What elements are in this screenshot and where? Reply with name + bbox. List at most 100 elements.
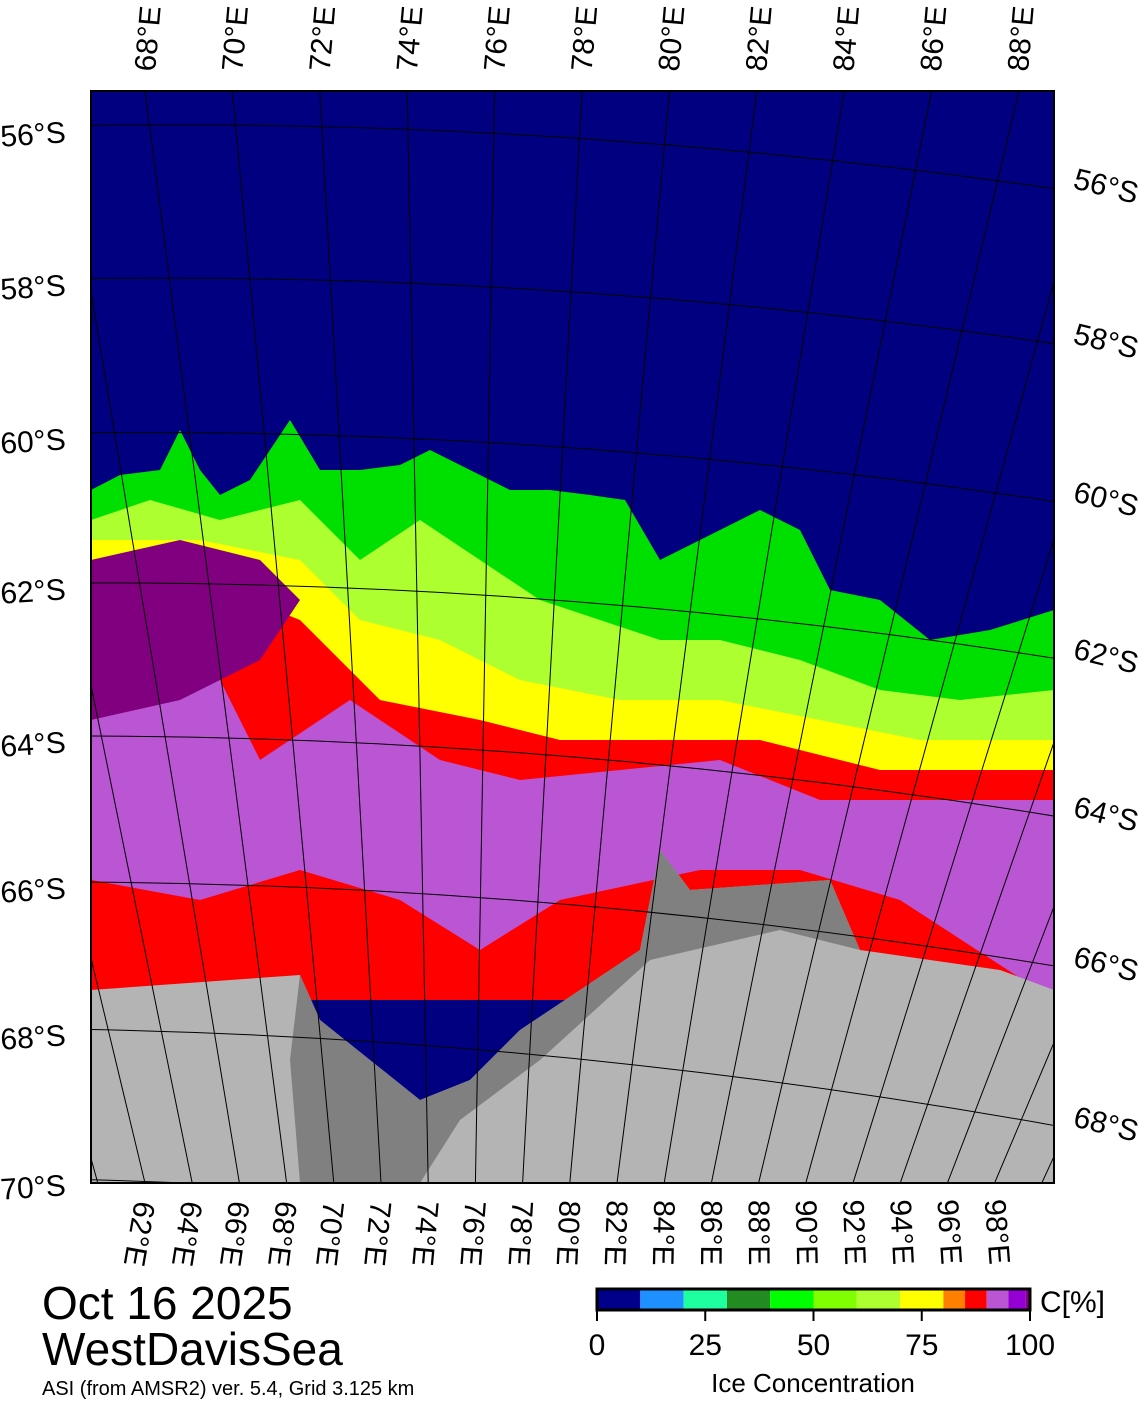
longitude-line: [710, 91, 933, 1183]
graticule: [0, 91, 1144, 1183]
top-longitude-label: 86°E: [915, 5, 954, 73]
left-latitude-label: 60°S: [0, 423, 67, 460]
bottom-longitude-label: 78°E: [502, 1200, 539, 1267]
longitude-line: [231, 91, 335, 1183]
colorbar-tick-label: 50: [797, 1329, 830, 1362]
longitude-line: [91, 1156, 99, 1183]
sea-ice-map: 68°E 70°E 72°E 74°E 76°E 78°E 80°E 82°E 84°E 86°E…: [0, 5, 1144, 1269]
longitude-line: [91, 288, 240, 1183]
left-latitude-label: 68°S: [0, 1019, 67, 1056]
latitude-line: [91, 277, 1054, 345]
colorbar-bin: [683, 1289, 727, 1310]
left-latitude-label: 64°S: [0, 726, 67, 763]
longitude-line: [522, 91, 583, 1183]
bottom-longitude-label: 72°E: [357, 1199, 397, 1267]
right-latitude-label: 66°S: [1070, 941, 1141, 989]
longitude-line: [1136, 91, 1144, 1183]
bottom-longitude-label: 96°E: [930, 1198, 967, 1265]
bottom-longitude-label: 90°E: [789, 1199, 823, 1265]
colorbar-bin: [856, 1289, 901, 1310]
bottom-longitude-label: 76°E: [453, 1199, 491, 1267]
bottom-longitude-label: 88°E: [742, 1200, 775, 1266]
right-latitude-label: 64°S: [1070, 791, 1141, 839]
top-longitude-label: 70°E: [216, 5, 255, 73]
colorbar-tick-label: 100: [1005, 1329, 1055, 1362]
longitude-line: [0, 91, 3, 1183]
right-latitude-label: 56°S: [1070, 163, 1141, 211]
latitude-line: [91, 431, 1054, 502]
colorbar-bin: [965, 1289, 987, 1310]
colorbar-bin: [726, 1289, 771, 1310]
latitude-line: [91, 881, 1054, 967]
colorbar-bin: [597, 1289, 641, 1310]
longitude-line: [319, 91, 382, 1183]
left-latitude-label: 70°S: [0, 1169, 67, 1206]
longitude-line: [758, 91, 1020, 1183]
longitude-line: [805, 279, 1054, 1183]
colorbar-bin: [770, 1289, 814, 1310]
top-longitude-label: 84°E: [827, 5, 866, 73]
longitude-line: [91, 682, 193, 1183]
colorbar-bin: [813, 1289, 857, 1310]
longitude-line: [663, 91, 845, 1183]
top-longitude-label: 78°E: [566, 5, 605, 73]
product-subtitle: ASI (from AMSR2) ver. 5.4, Grid 3.125 km: [42, 1378, 415, 1400]
bottom-longitude-label: 64°E: [165, 1199, 208, 1269]
latitude-line: [91, 1029, 1054, 1126]
longitude-line: [0, 91, 51, 1183]
top-longitude-label: 88°E: [1002, 5, 1041, 73]
longitude-line: [616, 91, 758, 1183]
top-longitude-label: 80°E: [653, 5, 692, 73]
colorbar-bin: [640, 1289, 684, 1310]
colorbar-bin: [1025, 1289, 1030, 1310]
colorbar-unit: C[%]: [1040, 1286, 1105, 1319]
longitude-line: [852, 537, 1054, 1183]
top-longitude-label: 72°E: [304, 5, 343, 73]
colorbar-bin: [986, 1289, 1009, 1310]
top-longitude-label: 74°E: [391, 5, 430, 73]
colorbar-tick-label: 75: [905, 1329, 938, 1362]
bottom-longitude-label: 74°E: [405, 1199, 444, 1267]
top-longitude-label: 76°E: [478, 5, 517, 73]
colorbar-tick-label: 25: [689, 1329, 722, 1362]
sea-ice-compact: [91, 600, 1054, 1000]
colorbar-bin: [900, 1289, 944, 1310]
longitude-line: [144, 91, 288, 1183]
colorbar: 0 25 50 75 100 C[%] Ice Concentration: [589, 1286, 1105, 1398]
right-latitude-label: 68°S: [1070, 1101, 1141, 1149]
right-latitude-label: 60°S: [1070, 476, 1141, 524]
colorbar-axis-label: Ice Concentration: [711, 1368, 915, 1398]
colorbar-bin: [1008, 1289, 1026, 1310]
top-longitude-label: 82°E: [740, 5, 779, 73]
date-title: Oct 16 2025: [42, 1277, 293, 1329]
longitude-line: [406, 91, 429, 1183]
top-longitude-label: 68°E: [129, 5, 168, 73]
bottom-longitude-label: 86°E: [694, 1200, 727, 1266]
left-latitude-label: 62°S: [0, 573, 67, 610]
bottom-longitude-label: 94°E: [883, 1199, 919, 1266]
bottom-longitude-label: 92°E: [836, 1199, 871, 1266]
bottom-longitude-label: 84°E: [646, 1200, 680, 1266]
latitude-line: [91, 582, 1054, 659]
bottom-longitude-label: 70°E: [309, 1199, 350, 1268]
colorbar-bin: [943, 1289, 966, 1310]
bottom-longitude-label: 80°E: [550, 1200, 586, 1267]
latitude-line: [91, 124, 1054, 190]
bottom-longitude-label: 68°E: [261, 1199, 302, 1268]
left-latitude-label: 58°S: [0, 269, 67, 306]
longitude-line: [569, 91, 670, 1183]
right-latitude-label: 62°S: [1070, 633, 1141, 681]
left-latitude-label: 56°S: [0, 116, 67, 153]
colorbar-tick-label: 0: [589, 1329, 606, 1362]
longitude-line: [474, 91, 496, 1183]
longitude-line: [946, 905, 1054, 1183]
longitude-line: [899, 740, 1054, 1183]
ice-shelf: [290, 850, 860, 1183]
bottom-longitude-label: 82°E: [598, 1200, 633, 1267]
bottom-longitude-label: 98°E: [978, 1198, 1016, 1266]
left-latitude-label: 66°S: [0, 872, 67, 909]
bottom-longitude-label: 66°E: [213, 1199, 255, 1269]
map-frame: [90, 90, 1055, 1184]
region-title: WestDavisSea: [42, 1323, 343, 1375]
latitude-line: [91, 735, 1054, 817]
